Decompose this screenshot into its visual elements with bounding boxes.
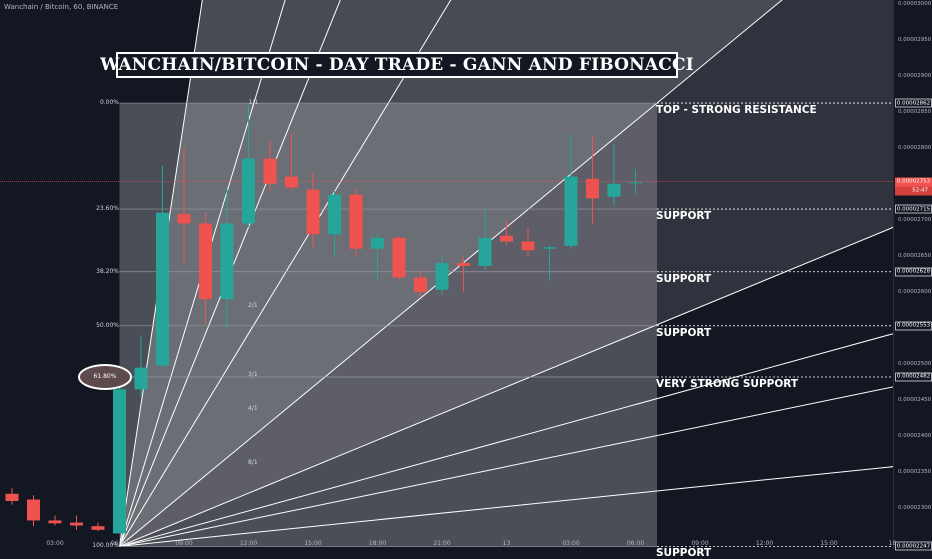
candle-body — [113, 389, 126, 533]
candle-body — [371, 238, 384, 249]
symbol-label: Wanchain / Bitcoin, 60, BINANCE — [4, 3, 118, 11]
candle-body — [6, 494, 19, 501]
price-axis-tick: 0.00002300 — [898, 505, 931, 511]
fib-level-annotation: VERY STRONG SUPPORT — [656, 378, 798, 390]
time-axis-tick: 15:00 — [304, 540, 321, 547]
time-axis-tick: 13 — [503, 540, 511, 547]
candle-body — [500, 236, 513, 242]
candle-body — [629, 182, 642, 183]
last-price-box: 0.00002753 — [895, 177, 932, 186]
price-axis-tick: 0.00002400 — [898, 433, 931, 439]
candle-body — [92, 526, 105, 530]
candle-body — [199, 223, 212, 299]
candle-body — [543, 247, 556, 248]
candle-body — [436, 263, 449, 290]
time-axis-tick: 03:00 — [46, 540, 63, 547]
time-axis-tick: 03:00 — [562, 540, 579, 547]
candle-body — [49, 520, 62, 523]
candle-body — [178, 214, 191, 223]
candle-body — [285, 177, 298, 188]
price-axis-tick: 0.00002900 — [898, 73, 931, 79]
fib-price-box: 0.00002628 — [895, 267, 932, 276]
fib-ratio-label: 23.60% — [70, 205, 119, 212]
price-axis-tick: 0.00002800 — [898, 145, 931, 151]
price-axis-tick: 0.00002650 — [898, 253, 931, 259]
fib-label-61-8-highlight: 61.80% — [78, 364, 132, 390]
price-axis-tick: 0.00002500 — [898, 361, 931, 367]
candle-body — [522, 241, 535, 250]
candle-body — [393, 238, 406, 278]
time-axis-tick: 09:00 — [691, 540, 708, 547]
fib-price-box: 0.00002715 — [895, 205, 932, 214]
fib-level-annotation: SUPPORT — [656, 327, 711, 339]
price-axis-tick: 0.00002700 — [898, 217, 931, 223]
candle-body — [156, 213, 169, 366]
fib-level-annotation: SUPPORT — [656, 210, 711, 222]
candle-body — [307, 190, 320, 235]
chart-title-box: WANCHAIN/BITCOIN - DAY TRADE - GANN AND … — [116, 52, 678, 78]
fib-price-box: 0.00002862 — [895, 99, 932, 108]
gann-ratio-label: 2/1 — [248, 302, 258, 309]
fib-ratio-label: 38.20% — [70, 268, 119, 275]
time-axis-tick: 18: — [889, 540, 899, 547]
candle-body — [27, 500, 40, 521]
fib-price-box: 0.00002553 — [895, 321, 932, 330]
candle-body — [586, 179, 599, 198]
candle-body — [135, 368, 148, 390]
time-axis-tick: 18:00 — [369, 540, 386, 547]
time-axis-tick: 21:00 — [433, 540, 450, 547]
price-axis-tick: 0.00002350 — [898, 469, 931, 475]
candle-body — [221, 223, 234, 299]
fib-level-annotation: SUPPORT — [656, 273, 711, 285]
fib-level-annotation: SUPPORT — [656, 547, 711, 559]
fib-price-box: 0.00002482 — [895, 372, 932, 381]
gann-ratio-label: 1/1 — [249, 99, 259, 106]
price-axis-tick: 0.00002600 — [898, 289, 931, 295]
candle-body — [608, 184, 621, 197]
candle-body — [350, 195, 363, 249]
price-axis-tick: 0.00003000 — [898, 1, 931, 7]
candle-body — [479, 238, 492, 266]
price-axis-tick: 0.00002450 — [898, 397, 931, 403]
candle-body — [70, 523, 83, 526]
time-axis-tick: 12:00 — [240, 540, 257, 547]
price-axis-tick: 0.00002950 — [898, 37, 931, 43]
time-axis-tick: 15:00 — [820, 540, 837, 547]
gann-ratio-label: 4/1 — [248, 405, 258, 412]
fib-ratio-label: 0.00% — [70, 99, 119, 106]
gann-ratio-label: 8/1 — [248, 459, 258, 466]
chart-title: WANCHAIN/BITCOIN - DAY TRADE - GANN AND … — [100, 55, 694, 75]
fib-ratio-label: 50.00% — [70, 322, 119, 329]
last-price-countdown: 52:47 — [895, 186, 932, 195]
candle-body — [565, 177, 578, 246]
candle-body — [414, 278, 427, 292]
candle-body — [328, 195, 341, 235]
time-axis-tick: 09:00 — [175, 540, 192, 547]
price-axis-tick: 0.00002850 — [898, 109, 931, 115]
candle-body — [457, 263, 470, 266]
fib-level-annotation: TOP - STRONG RESISTANCE — [656, 104, 817, 116]
gann-ratio-label: 3/1 — [248, 371, 258, 378]
candle-body — [264, 159, 277, 184]
time-axis-tick: 12:00 — [756, 540, 773, 547]
time-axis-tick: 06:00 — [627, 540, 644, 547]
candle-body — [242, 159, 255, 224]
time-axis-tick: 06:00 — [111, 540, 128, 547]
